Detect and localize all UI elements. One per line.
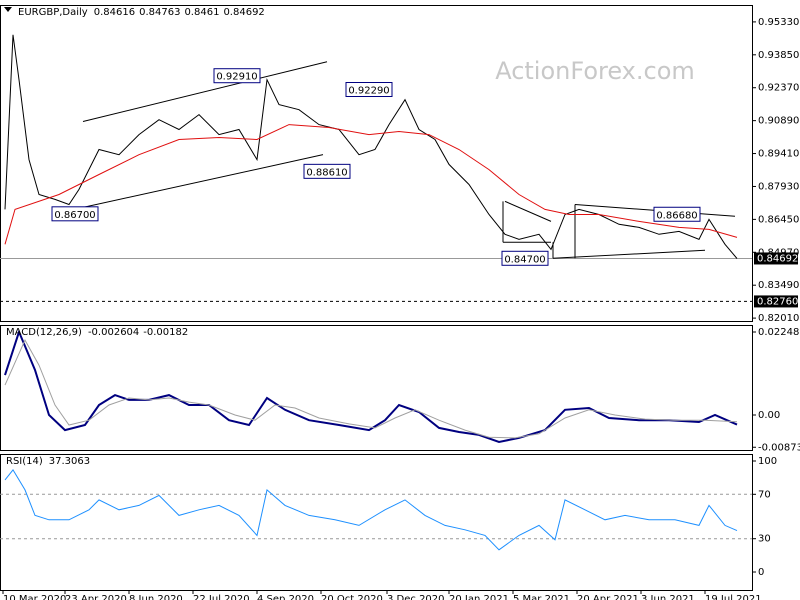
y-tick-label: 0.86450	[758, 214, 799, 225]
x-tick-label: 3 Dec 2020	[387, 594, 445, 600]
header-value: 0.8461	[184, 7, 219, 18]
header-value: -0.00182	[143, 327, 188, 338]
annotation-box	[501, 250, 549, 266]
y-tick-label: 30	[758, 534, 771, 545]
y-tick-label: 0.82010	[758, 313, 799, 324]
pane-frame	[0, 454, 753, 591]
trendline	[552, 249, 706, 259]
price-tag	[754, 252, 798, 265]
x-tick-label: 20 Jan 2021	[449, 594, 509, 600]
annotation-box	[51, 206, 99, 222]
trendline	[504, 200, 552, 222]
x-tick-label: 4 Sep 2020	[257, 594, 314, 600]
y-tick-label: 0.89410	[758, 149, 799, 160]
pane-frame	[0, 325, 753, 451]
x-tick-label: 8 Jun 2020	[129, 594, 183, 600]
annotation-label: 0.92290	[348, 86, 389, 97]
x-tick-label: 22 Jul 2020	[193, 594, 250, 600]
price-tag-label: 0.82760	[757, 296, 798, 307]
annotation-label: 0.84700	[504, 254, 545, 265]
series-line	[4, 34, 738, 259]
x-tick-label: 5 Mar 2021	[513, 594, 570, 600]
header-value: 37.3063	[49, 456, 90, 467]
annotation-label: 0.88610	[306, 167, 347, 178]
pane-title: MACD(12,26,9)	[6, 327, 82, 338]
x-tick-label: 3 Jun 2021	[641, 594, 695, 600]
y-tick-label: 100	[758, 456, 777, 467]
y-tick-label: 0.00	[758, 410, 780, 421]
annotation-box	[653, 206, 701, 222]
pane-title: RSI(14)	[6, 456, 43, 467]
y-tick-label: 0.92370	[758, 83, 799, 94]
pane-frame	[0, 5, 753, 322]
y-tick-label: 0.022482	[758, 327, 800, 338]
menu-icon	[4, 7, 12, 12]
series-line	[4, 469, 738, 551]
x-tick-label: 23 Apr 2020	[65, 594, 127, 600]
annotation-label: 0.86700	[54, 210, 95, 221]
y-tick-label: -0.008736	[758, 442, 800, 453]
y-tick-label: 0.87930	[758, 181, 799, 192]
annotation-box	[345, 82, 393, 98]
x-tick-label: 20 Apr 2021	[577, 594, 639, 600]
series-line	[4, 329, 738, 444]
watermark: ActionForex.com	[495, 57, 695, 85]
y-tick-label: 0.83490	[758, 280, 799, 291]
annotation-label: 0.92910	[216, 72, 257, 83]
series-line	[4, 124, 738, 245]
trendline	[82, 61, 328, 123]
x-tick-label: 10 Mar 2020	[3, 594, 66, 600]
annotation-label: 0.86680	[656, 210, 697, 221]
price-tag	[754, 295, 798, 308]
header-value: -0.002604	[88, 327, 139, 338]
y-tick-label: 70	[758, 489, 771, 500]
annotation-box	[303, 163, 351, 179]
header-value: 0.84763	[139, 7, 180, 18]
y-tick-label: 0.93850	[758, 50, 799, 61]
header-value: 0.84616	[94, 7, 135, 18]
y-tick-label: 0.95330	[758, 17, 799, 28]
trendline	[64, 154, 324, 212]
x-tick-label: 20 Oct 2020	[321, 594, 383, 600]
pane-title: EURGBP,Daily	[18, 7, 88, 18]
y-tick-label: 0.90890	[758, 116, 799, 127]
price-tag-label: 0.84692	[757, 253, 798, 264]
x-tick-label: 19 Jul 2021	[705, 594, 762, 600]
annotation-box	[213, 68, 261, 84]
header-value: 0.84692	[223, 7, 264, 18]
y-tick-label: 0	[758, 567, 764, 578]
series-line	[4, 338, 738, 439]
